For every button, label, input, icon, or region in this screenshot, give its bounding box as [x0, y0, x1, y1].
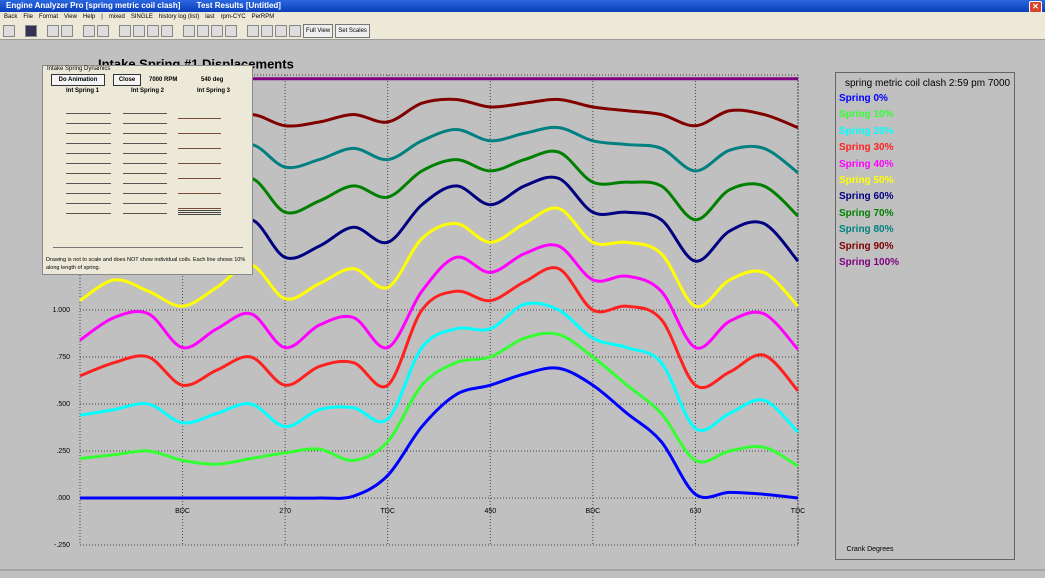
- menu-item[interactable]: Back: [4, 14, 18, 20]
- y-tick-label: -.250: [54, 542, 70, 549]
- x-tick-label: BDC: [585, 508, 600, 515]
- menu-item[interactable]: Format: [39, 14, 59, 20]
- x-tick-label: 270: [279, 508, 291, 515]
- x-tick-label: TDC: [381, 508, 395, 515]
- title-bar: Engine Analyzer Pro [spring metric coil …: [0, 0, 1045, 13]
- series-line: [79, 266, 800, 392]
- menu-item[interactable]: Help: [82, 14, 96, 20]
- series-line: [79, 206, 800, 309]
- menu-item[interactable]: PerRPM: [251, 14, 275, 20]
- tool-icon[interactable]: [183, 24, 195, 37]
- column-header: Int Spring 3: [197, 88, 230, 94]
- toolbar-button[interactable]: Full View: [303, 23, 334, 38]
- menu-item[interactable]: |: [101, 14, 103, 20]
- legend-items: Spring 0% Spring 10% Spring 20% Spring 30% S…: [836, 91, 1014, 271]
- tool-icon[interactable]: [247, 24, 259, 37]
- tool-icon[interactable]: [25, 24, 37, 37]
- legend: spring metric coil clash 2:59 pm 7000 Sp…: [835, 72, 1015, 560]
- dialog-note: Drawing is not to scale and does NOT sho…: [46, 257, 246, 271]
- legend-entry: Spring 80%: [839, 224, 894, 236]
- menu-item[interactable]: mixed: [108, 14, 125, 20]
- y-tick-label: .000: [56, 495, 70, 502]
- dialog-button[interactable]: Do Animation: [51, 74, 105, 86]
- menu-item[interactable]: history log (list): [158, 14, 200, 20]
- menu-item[interactable]: File: [23, 14, 34, 20]
- window-title: Engine Analyzer Pro [spring metric coil …: [6, 1, 181, 10]
- legend-entry: Spring 70%: [839, 207, 894, 219]
- tool-icon[interactable]: [133, 24, 145, 37]
- angle-label: 540 deg: [201, 77, 224, 83]
- y-tick-label: .250: [56, 448, 70, 455]
- toolbar: Full View Set Scales: [0, 22, 1045, 40]
- column-header: Int Spring 1: [66, 88, 99, 94]
- tool-icon[interactable]: [225, 24, 237, 37]
- y-tick-label: 1.000: [52, 307, 70, 314]
- x-axis-label: Crank Degrees: [846, 546, 894, 553]
- legend-entry: Spring 0%: [839, 93, 888, 104]
- x-tick-label: 630: [690, 508, 702, 515]
- tool-icon[interactable]: [211, 24, 223, 37]
- tool-icon[interactable]: [261, 24, 273, 37]
- dialog-button[interactable]: Close: [113, 74, 141, 86]
- legend-entry: Spring 40%: [839, 158, 894, 170]
- x-tick-label: 450: [484, 508, 496, 515]
- window-subtitle: Test Results [Untitled]: [196, 1, 281, 10]
- y-tick-label: .500: [56, 401, 70, 408]
- x-tick-label: TDC: [791, 508, 805, 515]
- coil-drawing: [123, 104, 167, 214]
- dialog-title: Intake Spring Dynamics: [47, 66, 111, 72]
- tool-icon[interactable]: [275, 24, 287, 37]
- tool-icon[interactable]: [119, 24, 131, 37]
- legend-title: spring metric coil clash 2:59 pm 7000: [842, 78, 1014, 89]
- menu-item[interactable]: last: [205, 14, 215, 20]
- series-line: [79, 301, 800, 434]
- menu-item[interactable]: SINGLE: [130, 14, 153, 20]
- x-tick-label: BDC: [175, 508, 190, 515]
- tool-icon[interactable]: [47, 24, 59, 37]
- tool-icon[interactable]: [3, 24, 15, 37]
- series-line: [79, 243, 800, 351]
- menu-item[interactable]: View: [64, 14, 77, 20]
- column-header: Int Spring 2: [131, 88, 164, 94]
- tool-icon[interactable]: [83, 24, 95, 37]
- legend-entry: Spring 50%: [839, 174, 894, 186]
- coil-drawing: [66, 104, 111, 214]
- dialog: Intake Spring Dynamics Do Animation Clos…: [42, 65, 253, 275]
- legend-entry: Spring 20%: [839, 125, 894, 137]
- legend-entry: Spring 90%: [839, 240, 894, 252]
- legend-entry: Spring 100%: [839, 256, 900, 268]
- coil-drawing: [178, 104, 221, 214]
- tool-icon[interactable]: [289, 24, 301, 37]
- base-line: [53, 247, 243, 248]
- tool-icon[interactable]: [197, 24, 209, 37]
- legend-entry: Spring 10%: [839, 109, 894, 121]
- y-tick-label: .750: [56, 354, 70, 361]
- tool-icon[interactable]: [97, 24, 109, 37]
- legend-entry: Spring 60%: [839, 191, 894, 203]
- menu-bar: Back File Format View Help | mixed SINGLE histor…: [0, 12, 1045, 22]
- tool-icon[interactable]: [147, 24, 159, 37]
- rpm-label: 7000 RPM: [149, 77, 178, 83]
- legend-entry: Spring 30%: [839, 142, 894, 154]
- coil-drawing: [178, 209, 221, 215]
- tool-icon[interactable]: [61, 24, 73, 37]
- series-line: [80, 366, 799, 500]
- tool-icon[interactable]: [161, 24, 173, 37]
- menu-item[interactable]: rpm-CYC: [220, 14, 246, 20]
- toolbar-button[interactable]: Set Scales: [335, 23, 370, 38]
- series-line: [79, 331, 799, 468]
